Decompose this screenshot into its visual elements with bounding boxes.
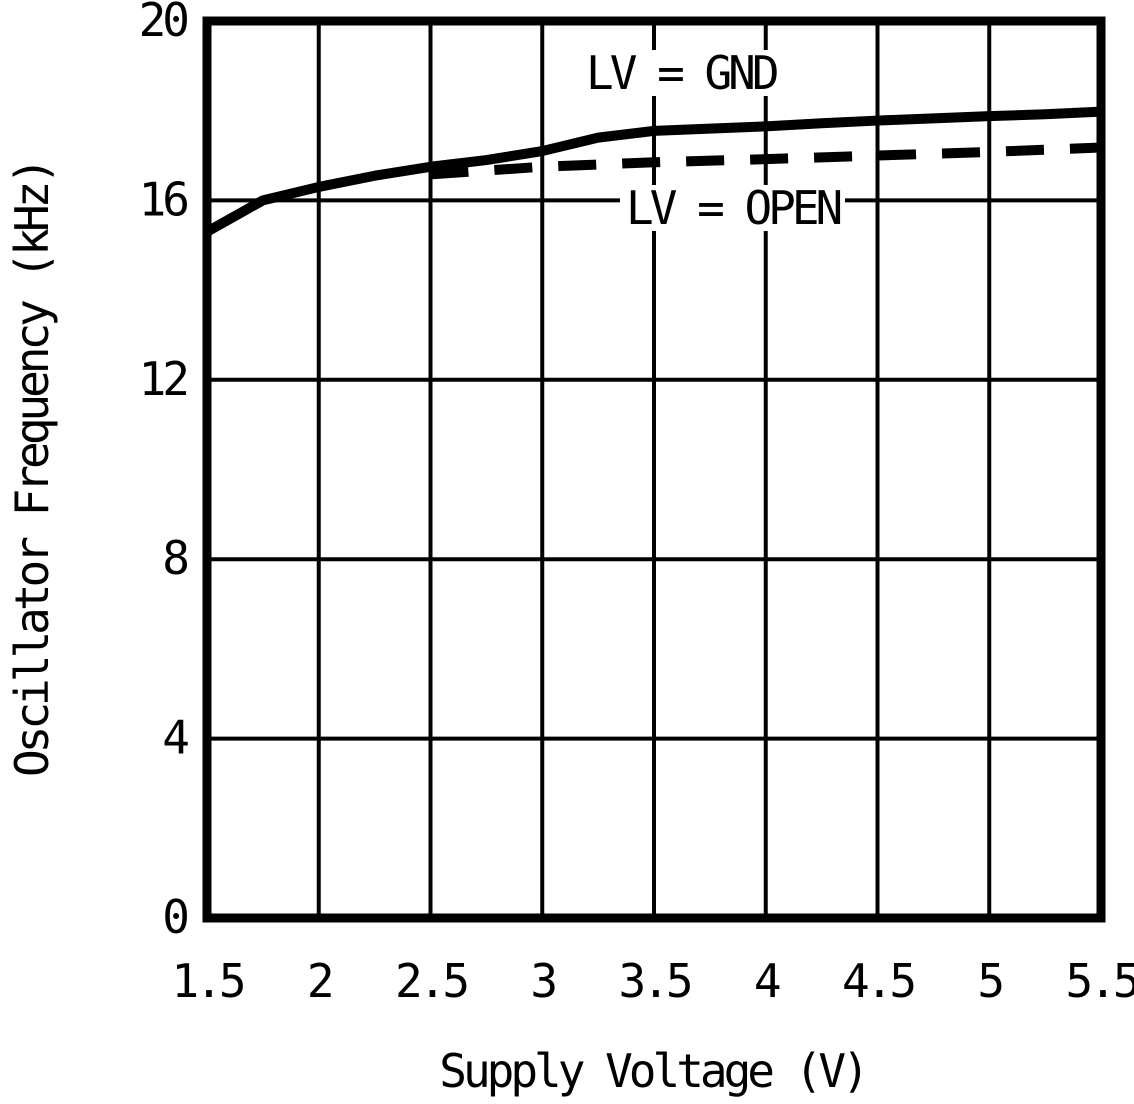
- x-tick-label: 4: [754, 954, 780, 1008]
- y-tick-label: 8: [162, 531, 187, 585]
- x-tick-label: 1.5: [171, 954, 243, 1008]
- x-tick-label: 5: [977, 954, 1002, 1008]
- plot-border: [202, 16, 1106, 923]
- x-tick-label: 2.5: [395, 954, 467, 1008]
- x-tick-label: 4.5: [842, 954, 914, 1008]
- x-tick-label: 3.5: [618, 954, 690, 1008]
- series-label-lv-gnd: LV = GND: [580, 50, 782, 96]
- x-tick-label: 3: [530, 954, 555, 1008]
- y-axis-title: Oscillator Frequency (kHz): [5, 160, 59, 778]
- y-tick-label: 20: [139, 0, 188, 47]
- x-tick-label: 5.5: [1065, 954, 1134, 1008]
- y-tick-label: 12: [139, 352, 187, 406]
- series-line-lv-open: [430, 142, 1102, 180]
- y-tick-label: 4: [162, 711, 188, 765]
- x-tick-label: 2: [307, 954, 331, 1008]
- y-tick-label: 16: [139, 172, 188, 226]
- y-tick-label: 0: [162, 890, 187, 944]
- series-label-lv-open: LV = OPEN: [620, 185, 846, 231]
- x-axis-title: Supply Voltage (V): [439, 1044, 870, 1098]
- series-line-lv-gnd: [204, 106, 1102, 237]
